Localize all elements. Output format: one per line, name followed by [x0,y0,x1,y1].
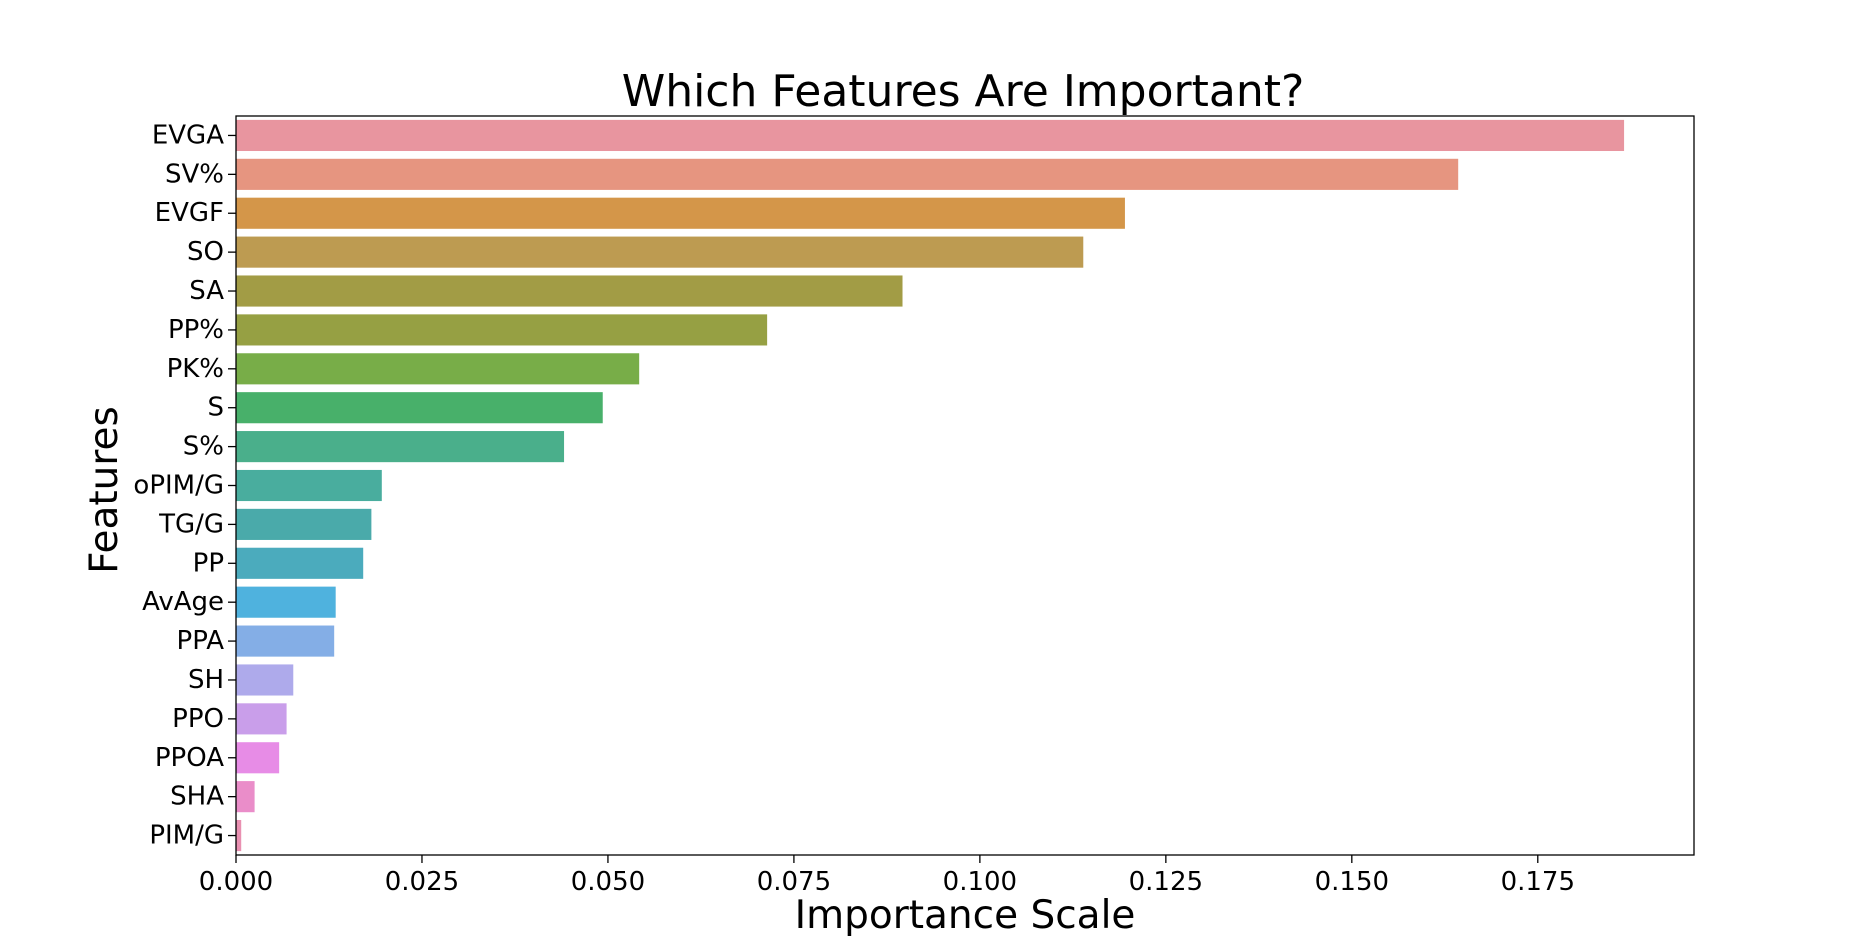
bar-AvAge [236,586,336,618]
y-tick-label: PP [193,548,224,578]
bars-layer [236,119,1625,852]
bar-SA [236,275,903,307]
bar-EVGF [236,197,1125,229]
bar-PIM/G [236,819,242,852]
bar-SO [236,236,1084,268]
bar-SH [236,664,294,696]
y-tick-label: TG/G [158,509,224,539]
x-axis: 0.000 0.025 0.050 0.075 0.100 0.125 0.150 0.175 [199,855,1575,897]
x-tick-label: 0.050 [571,867,645,897]
y-tick-label: oPIM/G [133,471,224,501]
y-tick-label: PIM/G [149,821,224,851]
x-tick-label: 0.125 [1129,867,1203,897]
x-tick-label: 0.175 [1501,867,1575,897]
bar-oPIM/G [236,469,382,502]
bar-PP% [236,314,768,346]
y-tick-label: SV% [165,159,224,189]
y-axis-label: Features [82,406,127,574]
x-tick-label: 0.150 [1315,867,1389,897]
y-tick-label: SA [189,276,224,306]
bar-SV% [236,158,1459,190]
bar-TG/G [236,508,372,540]
bar-S% [236,431,565,463]
x-tick-label: 0.000 [199,867,273,897]
y-axis: EVGA SV% EVGF SO SA PP% PK% S S% oPIM/G TG/G PP AvAg… [133,120,236,851]
y-tick-label: SHA [170,782,224,812]
y-tick-label: PPO [172,704,224,734]
y-tick-label: S [207,393,224,423]
x-axis-label: Importance Scale [795,893,1136,938]
y-tick-label: PPOA [155,743,224,773]
bar-PK% [236,353,640,385]
bar-S [236,392,603,424]
y-tick-label: PPA [177,626,225,656]
y-tick-label: AvAge [142,587,224,617]
bar-SHA [236,781,255,813]
y-tick-label: SO [187,237,224,267]
bar-PPO [236,703,287,735]
x-tick-label: 0.075 [757,867,831,897]
chart-title: Which Features Are Important? [622,66,1305,117]
y-tick-label: PK% [167,354,224,384]
bar-EVGA [236,119,1625,152]
x-tick-label: 0.025 [385,867,459,897]
x-tick-label: 0.100 [943,867,1017,897]
y-tick-label: EVGF [155,198,224,228]
y-tick-label: SH [188,665,224,695]
bar-PP [236,547,364,579]
y-tick-label: PP% [168,315,224,345]
bar-PPA [236,625,335,657]
bar-PPOA [236,742,280,774]
y-tick-label: EVGA [152,120,224,150]
y-tick-label: S% [183,432,224,462]
